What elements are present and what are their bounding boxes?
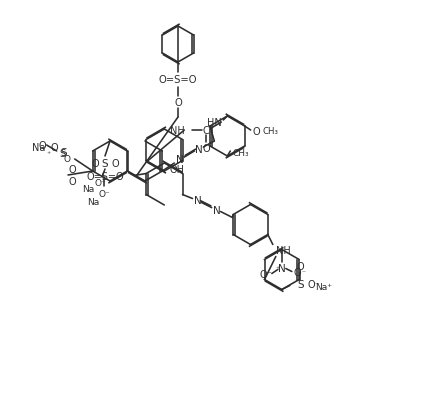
Text: S: S — [298, 279, 304, 289]
Text: O: O — [203, 144, 210, 154]
Text: N: N — [194, 196, 201, 206]
Text: O: O — [68, 165, 76, 175]
Text: O: O — [68, 177, 76, 187]
Text: ⁻: ⁻ — [314, 279, 319, 288]
Text: Na: Na — [82, 185, 94, 194]
Text: ⁺: ⁺ — [276, 264, 280, 273]
Text: N: N — [195, 145, 203, 154]
Text: N: N — [176, 154, 184, 165]
Text: S: S — [59, 149, 66, 159]
Text: O: O — [50, 142, 58, 153]
Text: S: S — [102, 159, 108, 169]
Text: HN: HN — [207, 118, 221, 128]
Text: O: O — [174, 98, 182, 108]
Text: O⁻: O⁻ — [94, 179, 106, 188]
Text: NH: NH — [170, 126, 184, 136]
Text: CH₃: CH₃ — [263, 127, 279, 136]
Text: ⁺: ⁺ — [46, 150, 50, 159]
Text: CH₃: CH₃ — [232, 149, 249, 158]
Text: OH: OH — [169, 165, 184, 175]
Text: O: O — [296, 261, 304, 271]
Text: Na: Na — [87, 197, 99, 206]
Text: NH: NH — [276, 246, 290, 256]
Text: O: O — [308, 279, 315, 289]
Text: ⁻: ⁻ — [302, 267, 306, 276]
Text: O⁻: O⁻ — [98, 190, 110, 199]
Text: O⁻: O⁻ — [259, 269, 272, 279]
Text: Na⁺: Na⁺ — [315, 282, 332, 291]
Text: N: N — [213, 205, 220, 215]
Text: O=S=O: O=S=O — [159, 75, 197, 85]
Text: S: S — [61, 147, 67, 158]
Text: N: N — [278, 264, 286, 274]
Text: O: O — [253, 127, 260, 137]
Text: O: O — [293, 267, 301, 277]
Text: Na: Na — [32, 142, 45, 153]
Text: C: C — [203, 126, 210, 136]
Text: O: O — [91, 159, 99, 169]
Text: O: O — [111, 159, 119, 169]
Text: O=S=O: O=S=O — [86, 171, 124, 181]
Text: O: O — [39, 141, 46, 151]
Text: O: O — [63, 155, 70, 164]
